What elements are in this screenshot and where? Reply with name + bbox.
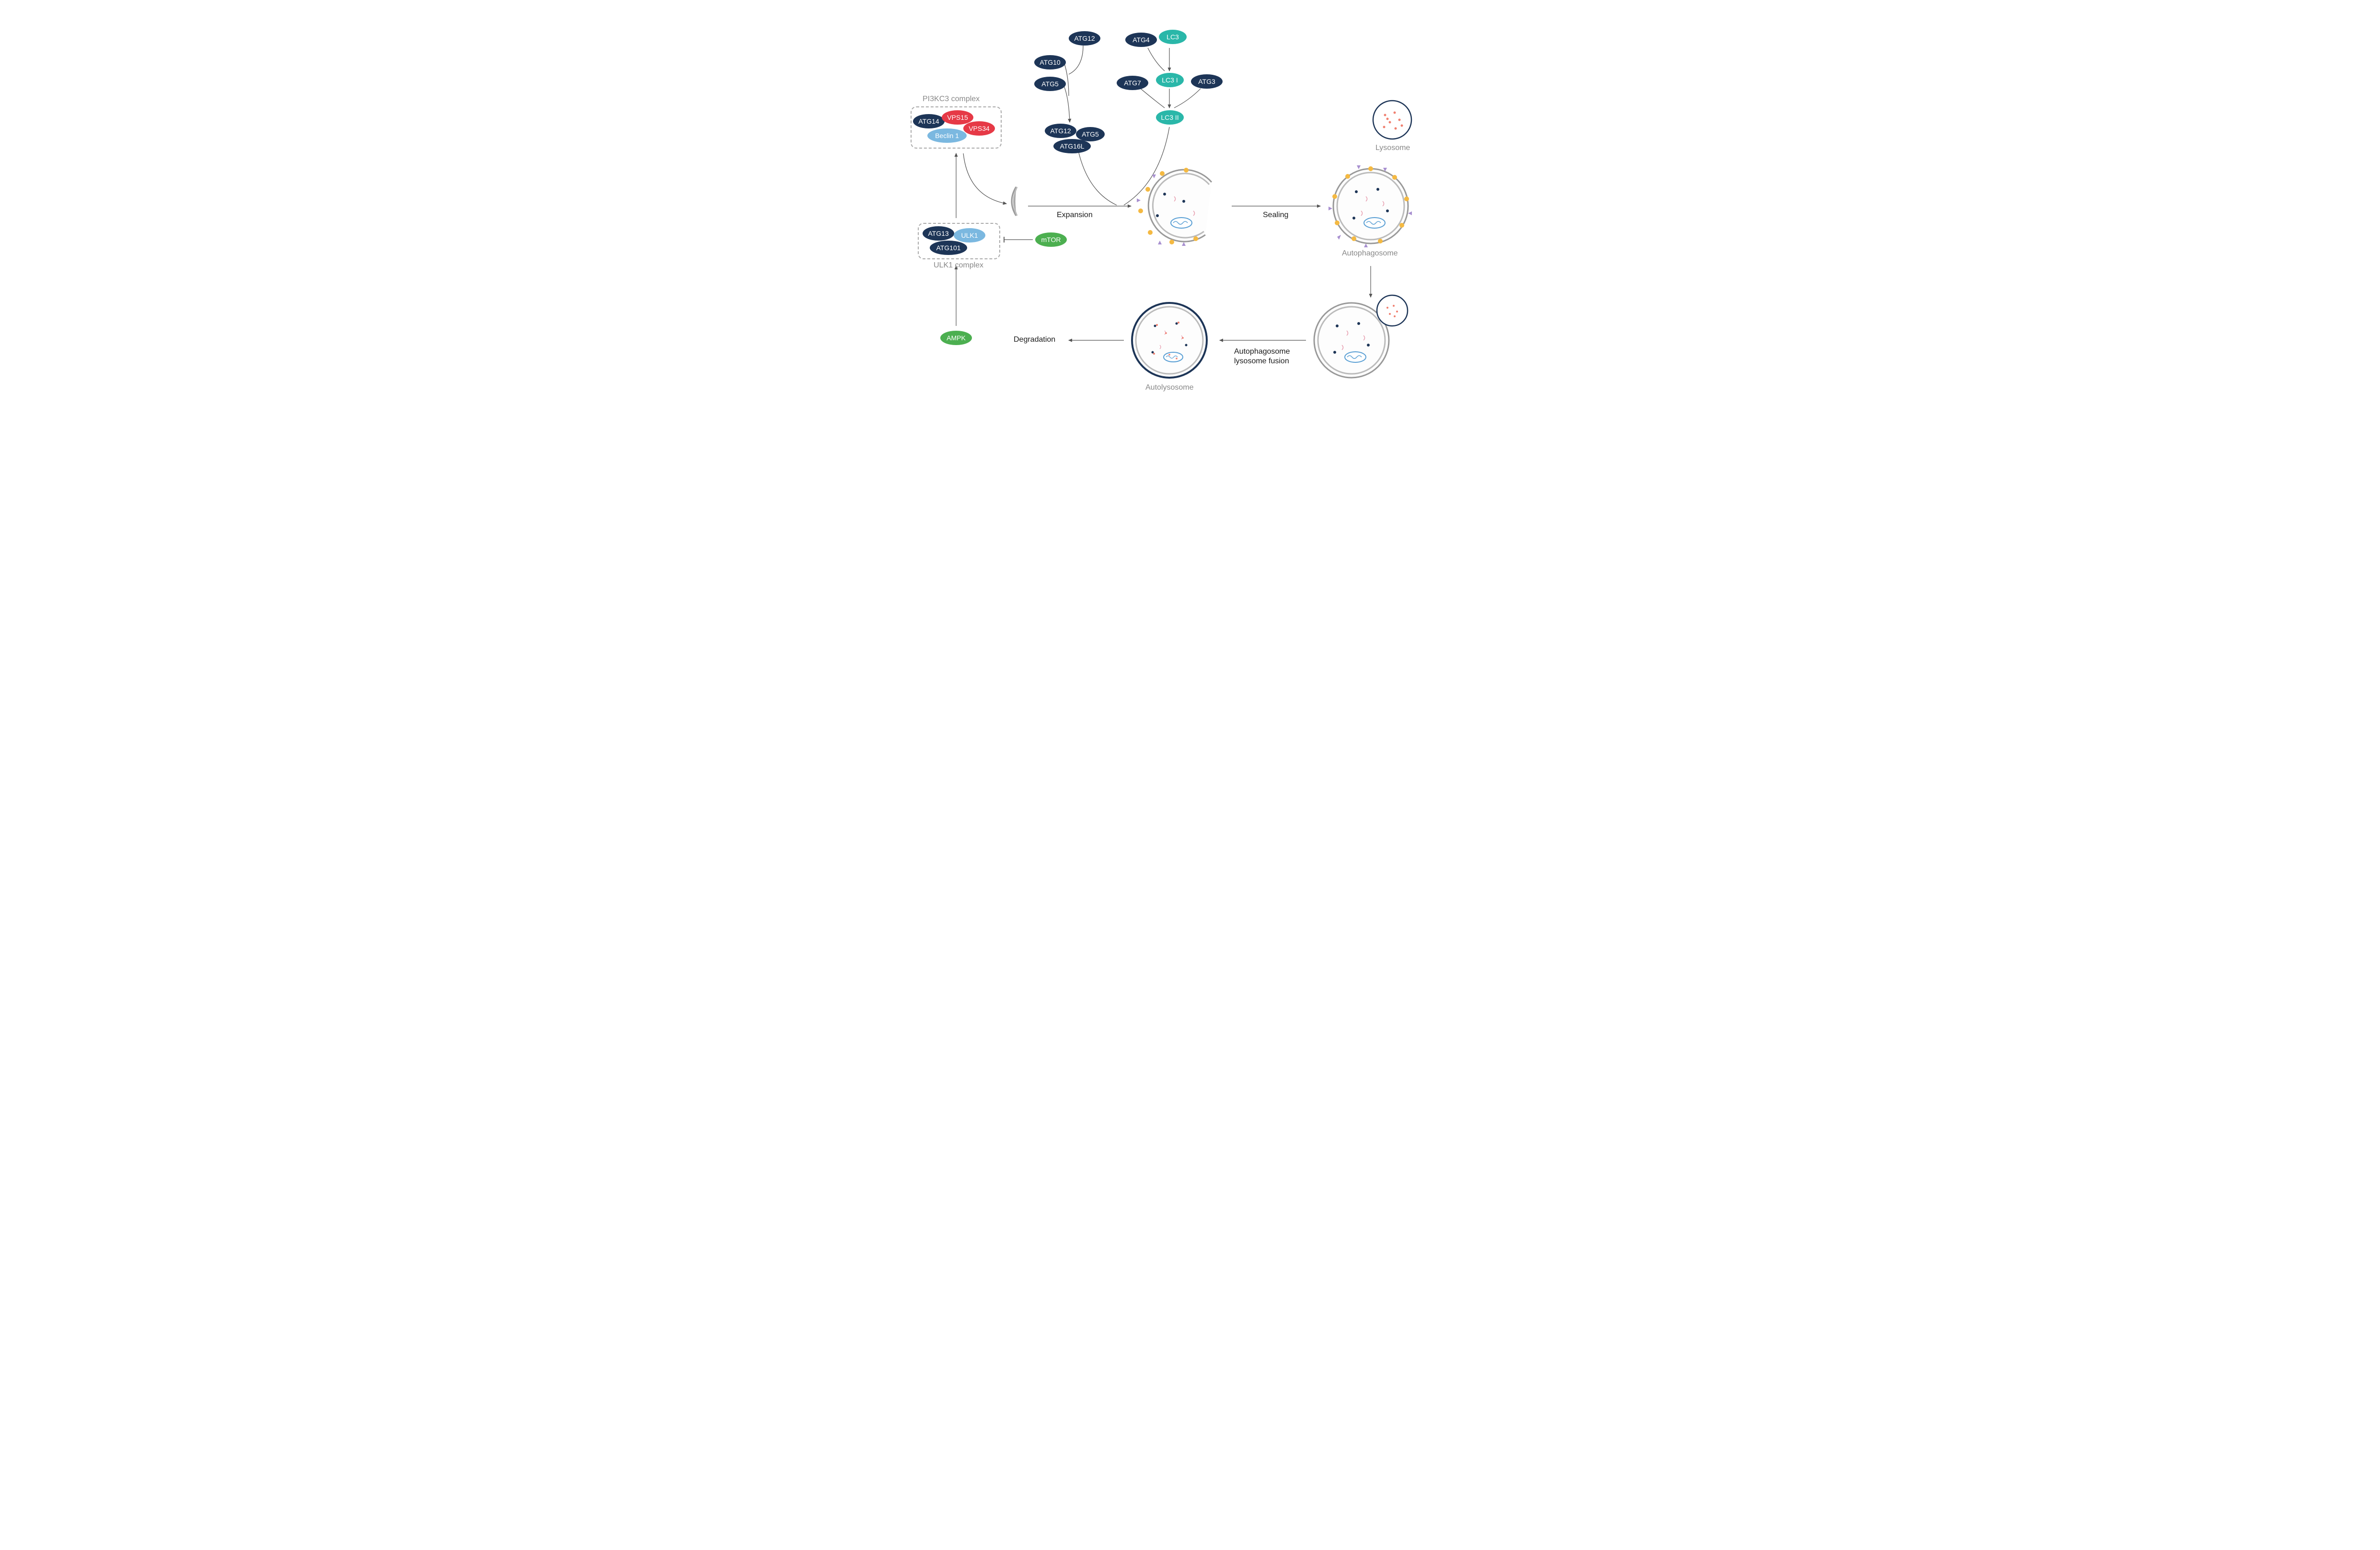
protein-vps34: VPS34 — [963, 121, 995, 136]
protein-atg3: ATG3 — [1191, 74, 1223, 89]
protein-atg16l: ATG16L — [1053, 139, 1091, 153]
lysosome-label: Lysosome — [1375, 144, 1410, 152]
protein-lc3-2: LC3 II — [1156, 110, 1184, 125]
protein-atg13: ATG13 — [923, 226, 954, 241]
autophagosome-label: Autophagosome — [1342, 249, 1398, 258]
protein-atg7: ATG7 — [1117, 76, 1148, 90]
fusion-label-1: Autophagosome — [1234, 347, 1290, 356]
diagram-svg — [863, 0, 1517, 427]
lysosome-vesicle — [1373, 101, 1411, 139]
protein-atg5-mid: ATG5 — [1076, 127, 1105, 141]
forming-autophagosome — [1137, 168, 1212, 246]
protein-atg12-mid: ATG12 — [1045, 124, 1076, 138]
protein-ulk1: ULK1 — [954, 228, 985, 243]
ulk1-complex-label: ULK1 complex — [934, 261, 983, 270]
expansion-label: Expansion — [1057, 211, 1093, 220]
fusion-label-2: lysosome fusion — [1234, 357, 1289, 366]
sealing-label: Sealing — [1263, 211, 1288, 220]
autophagosome-vesicle — [1329, 165, 1412, 247]
pi3kc3-label: PI3KC3 complex — [923, 95, 980, 104]
protein-lc3: LC3 — [1159, 30, 1187, 44]
protein-atg14: ATG14 — [913, 114, 945, 128]
protein-atg4: ATG4 — [1125, 33, 1157, 47]
protein-atg10: ATG10 — [1034, 55, 1066, 69]
autolysosome-vesicle — [1132, 303, 1207, 378]
autolysosome-label: Autolysosome — [1145, 383, 1194, 392]
protein-atg101: ATG101 — [930, 241, 967, 255]
protein-lc3-1: LC3 I — [1156, 73, 1184, 87]
degradation-label: Degradation — [1014, 335, 1055, 344]
autophagy-diagram: PI3KC3 complex ATG14 VPS15 VPS34 Beclin … — [863, 0, 1517, 427]
protein-beclin1: Beclin 1 — [927, 128, 967, 143]
protein-atg5-top: ATG5 — [1034, 77, 1066, 91]
protein-ampk: AMPK — [940, 331, 972, 345]
protein-mtor: mTOR — [1035, 232, 1067, 247]
protein-atg12-top: ATG12 — [1069, 31, 1100, 46]
fusion-vesicle — [1314, 295, 1408, 378]
